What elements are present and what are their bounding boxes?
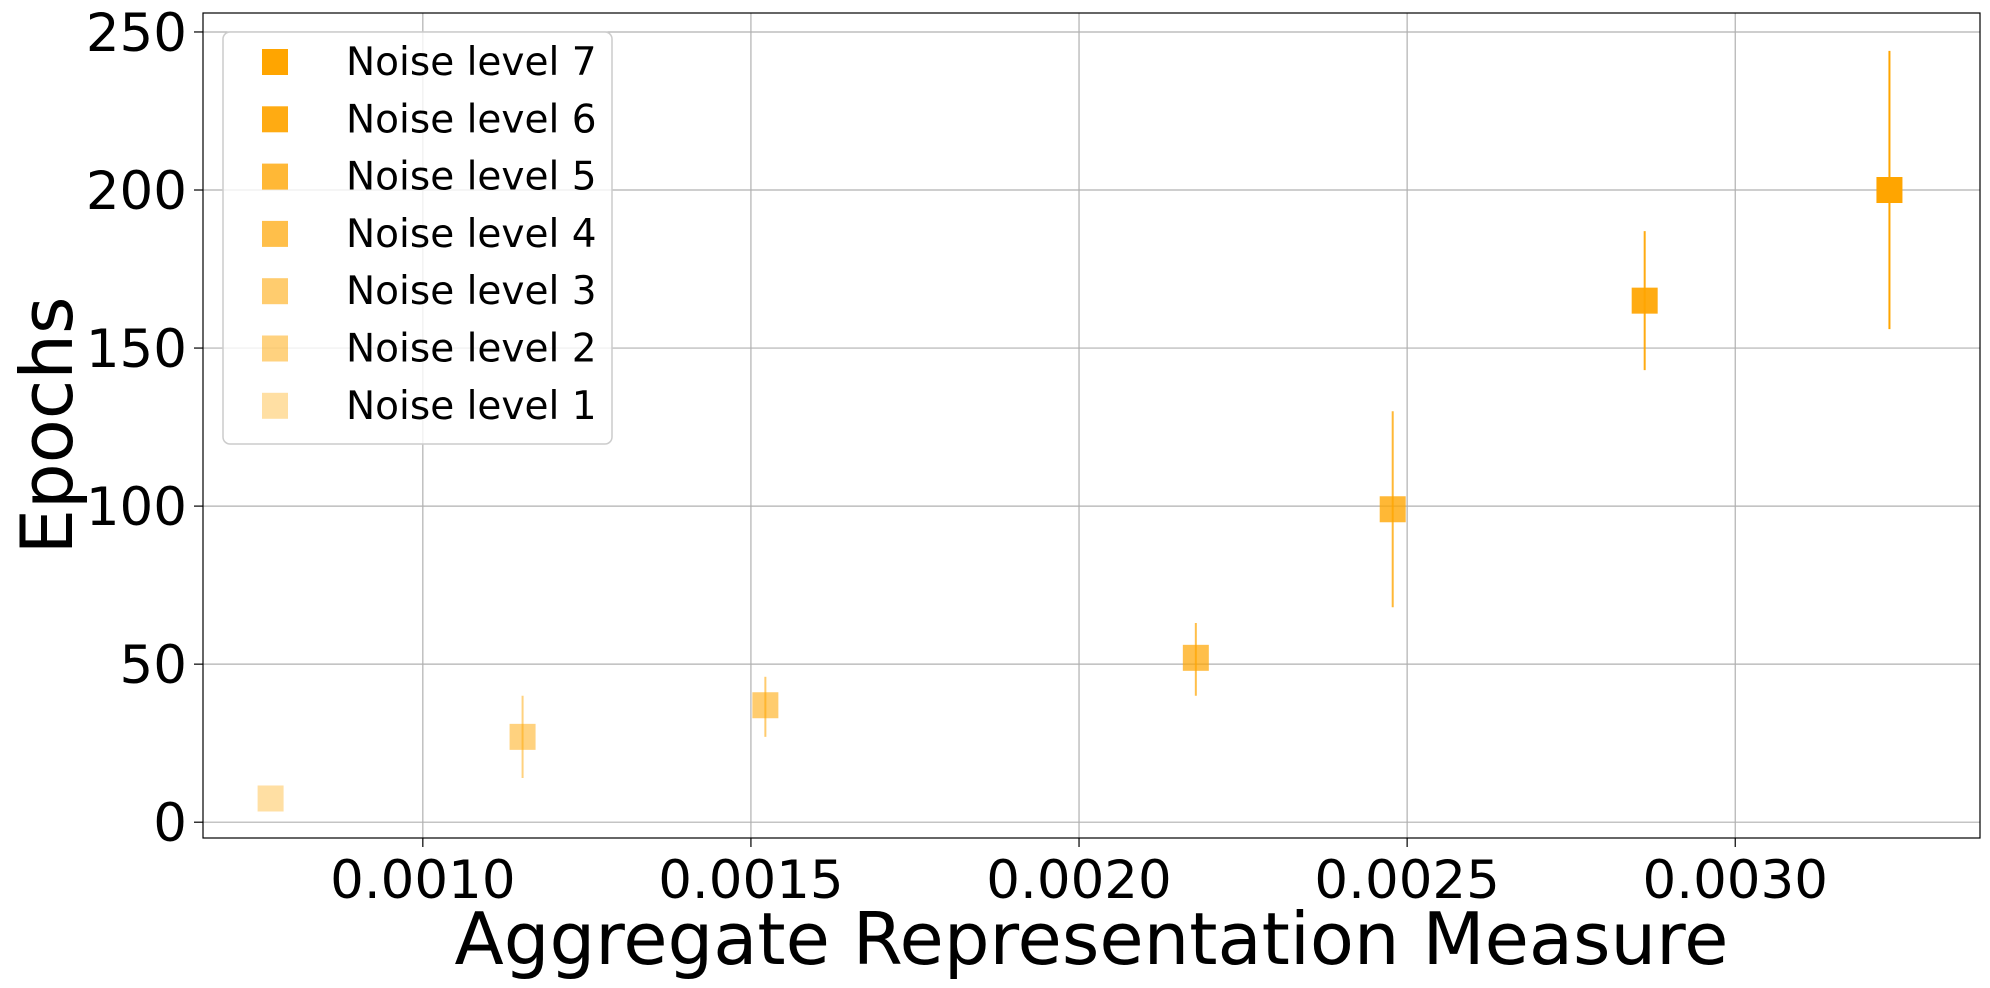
plot-frame: [202, 12, 1981, 839]
series-point-group: [1379, 411, 1406, 608]
data-point: [1379, 496, 1406, 523]
y-tick-label: 250: [86, 3, 187, 64]
series-point-group: [752, 676, 779, 737]
data-point: [1876, 177, 1903, 204]
legend-entry: Noise level 5: [262, 155, 597, 200]
legend-label: Noise level 3: [346, 269, 597, 314]
y-tick-label: 150: [86, 319, 187, 380]
data-point: [509, 723, 536, 750]
legend-entry: Noise level 4: [262, 212, 597, 257]
y-tick-label: 0: [153, 793, 187, 854]
legend-swatch: [262, 220, 288, 247]
legend-entry: Noise level 7: [262, 40, 597, 85]
data-point: [1631, 287, 1658, 314]
legend-swatch: [262, 163, 288, 190]
legend-swatch: [262, 392, 288, 419]
series-point-group: [257, 785, 284, 812]
x-tick-label: 0.0010: [330, 850, 515, 911]
legend-swatch: [262, 278, 288, 305]
legend-label: Noise level 2: [346, 327, 597, 372]
y-tick-label: 200: [86, 161, 187, 222]
legend-label: Noise level 5: [346, 155, 597, 200]
series-point-group: [1631, 231, 1658, 371]
series-point-group: [1876, 50, 1903, 330]
legend-swatch: [262, 49, 288, 75]
x-tick-label: 0.0025: [1314, 850, 1499, 911]
x-tick-label: 0.0030: [1643, 850, 1828, 911]
legend: Noise level 7 Noise level 6 Noise level 5 N…: [222, 31, 613, 445]
legend-label: Noise level 1: [346, 384, 597, 429]
legend-entry: Noise level 6: [262, 97, 597, 142]
legend-entry: Noise level 3: [262, 269, 597, 314]
legend-swatch: [262, 335, 288, 362]
y-axis-title: Epochs: [5, 297, 89, 555]
legend-entry: Noise level 2: [262, 327, 597, 372]
data-point: [1182, 644, 1209, 671]
series-point-group: [509, 695, 536, 778]
legend-label: Noise level 7: [346, 40, 597, 85]
legend-label: Noise level 4: [346, 212, 597, 257]
series-layer: [257, 50, 1903, 812]
x-axis-title: Aggregate Representation Measure: [455, 897, 1729, 981]
x-tick-label: 0.0015: [658, 850, 843, 911]
data-point: [752, 692, 779, 719]
series-point-group: [1182, 623, 1209, 696]
legend-label: Noise level 6: [346, 97, 597, 142]
legend-box: [222, 31, 613, 445]
x-tick-label: 0.0020: [986, 850, 1171, 911]
legend-swatch: [262, 106, 288, 133]
data-point: [257, 785, 284, 812]
y-axis-ticks: 0 50 100 150 200 250: [86, 3, 203, 854]
x-axis-ticks: 0.0010 0.0015 0.0020 0.0025 0.0030: [330, 838, 1828, 911]
legend-entry: Noise level 1: [262, 384, 597, 429]
y-tick-label: 100: [86, 477, 187, 538]
y-tick-label: 50: [120, 635, 187, 696]
